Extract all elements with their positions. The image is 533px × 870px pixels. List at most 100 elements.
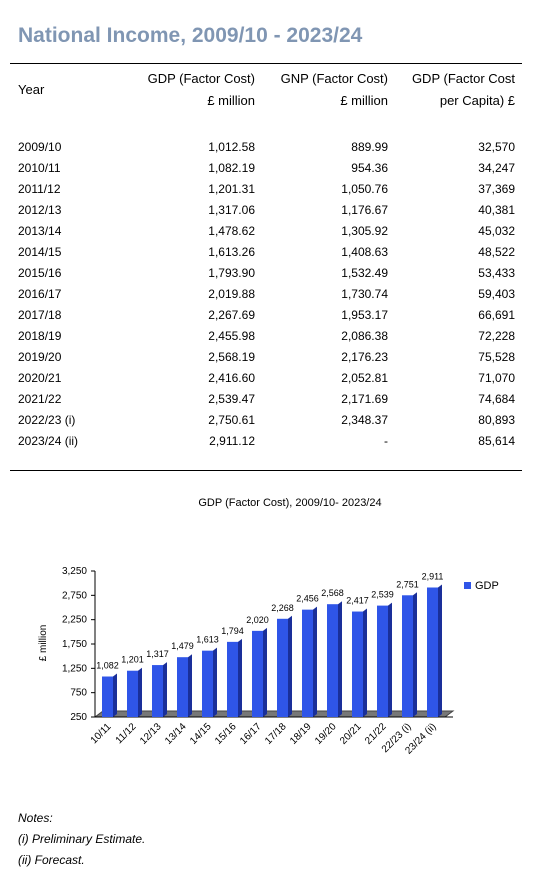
table-cell: 2,171.69 — [341, 392, 388, 406]
table-cell: 1,613.26 — [208, 245, 255, 259]
bar-side — [138, 667, 142, 717]
table-cell: 2,750.61 — [208, 413, 255, 427]
row-label: 2018/19 — [18, 329, 62, 343]
column-header: £ million — [207, 93, 255, 108]
table-cell: 1,201.31 — [208, 182, 255, 196]
table-cell: 2,539.47 — [208, 392, 255, 406]
data-label: 2,539 — [371, 590, 394, 600]
row-label: 2015/16 — [18, 266, 62, 280]
rule — [10, 63, 522, 64]
table-cell: 59,403 — [478, 287, 515, 301]
data-label: 2,751 — [396, 579, 419, 589]
table-cell: 1,793.90 — [208, 266, 255, 280]
bar — [277, 618, 288, 717]
data-label: 2,568 — [321, 588, 344, 598]
table-cell: 37,369 — [478, 182, 515, 196]
table-cell: 32,570 — [478, 140, 515, 154]
x-tick-label: 17/18 — [263, 721, 289, 747]
y-tick-label: 250 — [70, 712, 87, 723]
y-tick-label: 2,750 — [62, 590, 87, 601]
page-title: National Income, 2009/10 - 2023/24 — [18, 24, 363, 47]
data-label: 2,911 — [422, 571, 444, 581]
bar — [127, 670, 138, 717]
y-tick-label: 750 — [70, 688, 87, 699]
bar-side — [213, 647, 217, 717]
table-cell: 72,228 — [478, 329, 515, 343]
table-cell: 1,082.19 — [208, 161, 255, 175]
bar-side — [263, 627, 267, 717]
y-tick-label: 1,750 — [62, 639, 87, 650]
table-cell: 1,305.92 — [341, 224, 388, 238]
table-cell: 1,532.49 — [341, 266, 388, 280]
x-tick-label: 11/12 — [114, 721, 139, 746]
bar — [152, 665, 163, 717]
table-cell: 66,691 — [478, 308, 515, 322]
row-label: 2011/12 — [18, 182, 61, 196]
table-cell: 85,614 — [478, 434, 515, 448]
table-cell: 45,032 — [478, 224, 515, 238]
bar-side — [238, 638, 242, 717]
y-axis-label: £ million — [38, 625, 49, 662]
x-tick-label: 18/19 — [288, 721, 314, 747]
data-label: 1,201 — [121, 655, 144, 665]
column-header: GNP (Factor Cost) — [280, 71, 388, 86]
bar-side — [113, 673, 117, 717]
table-cell: 1,176.67 — [341, 203, 388, 217]
row-label: 2021/22 — [18, 392, 62, 406]
table-cell: 1,317.06 — [208, 203, 255, 217]
table-cell: 954.36 — [351, 161, 388, 175]
data-label: 1,479 — [171, 641, 194, 651]
table-cell: 40,381 — [478, 203, 515, 217]
bar-side — [413, 592, 417, 717]
legend-label: GDP — [475, 580, 499, 592]
table-cell: 2,176.23 — [341, 350, 388, 364]
bar — [427, 587, 438, 717]
y-tick-label: 1,250 — [62, 663, 87, 674]
table-cell: 2,911.12 — [209, 434, 255, 448]
row-label: 2023/24 (ii) — [18, 434, 79, 448]
bar-side — [163, 662, 167, 717]
x-tick-label: 10/11 — [89, 721, 114, 746]
x-tick-label: 14/15 — [188, 721, 214, 747]
x-tick-label: 13/14 — [163, 721, 189, 747]
table-cell: 75,528 — [478, 350, 515, 364]
table-cell: 74,684 — [478, 392, 515, 406]
bar — [352, 611, 363, 717]
bar-side — [313, 606, 317, 717]
x-tick-label: 19/20 — [313, 721, 339, 747]
bar — [177, 657, 188, 717]
x-tick-label: 20/21 — [338, 721, 364, 747]
column-header: GDP (Factor Cost) — [147, 71, 255, 86]
data-label: 1,613 — [196, 635, 219, 645]
table-cell: 2,348.37 — [341, 413, 388, 427]
table-cell: 2,086.38 — [341, 329, 388, 343]
table-cell: 48,522 — [478, 245, 515, 259]
table-cell: 2,052.81 — [341, 371, 388, 385]
table-cell: 80,893 — [478, 413, 515, 427]
bar — [102, 676, 113, 717]
bar-side — [338, 601, 342, 717]
table-cell: 1,050.76 — [341, 182, 388, 196]
x-tick-label: 12/13 — [138, 721, 164, 747]
bar — [252, 630, 263, 717]
table-cell: 2,019.88 — [208, 287, 255, 301]
data-label: 1,317 — [146, 649, 169, 659]
column-header: Year — [18, 82, 45, 97]
row-label: 2009/10 — [18, 140, 62, 154]
bar — [402, 595, 413, 717]
table-cell: 71,070 — [478, 371, 515, 385]
row-label: 2017/18 — [18, 308, 62, 322]
table-cell: 1,730.74 — [341, 287, 388, 301]
row-label: 2019/20 — [18, 350, 62, 364]
bar-side — [388, 602, 392, 717]
data-label: 2,020 — [246, 615, 269, 625]
bar-side — [363, 608, 367, 717]
data-label: 2,456 — [296, 594, 319, 604]
data-label: 2,417 — [346, 596, 369, 606]
table-cell: 2,568.19 — [208, 350, 255, 364]
bar — [377, 605, 388, 717]
row-label: 2022/23 (i) — [18, 413, 76, 427]
table-cell: 34,247 — [478, 161, 515, 175]
table-cell: 1,478.62 — [208, 224, 255, 238]
